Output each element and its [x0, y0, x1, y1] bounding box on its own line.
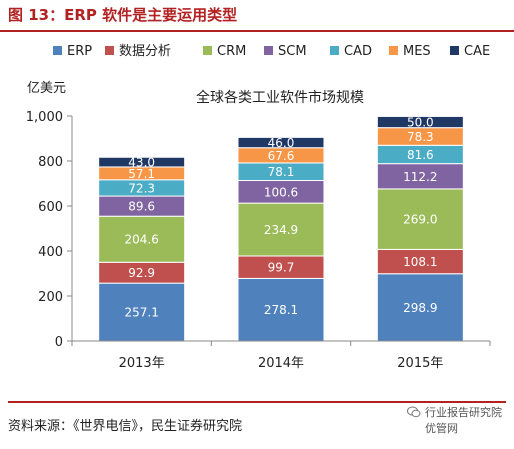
y-axis-label: 亿美元	[27, 81, 66, 96]
bar-label-0-0: 257.1	[124, 306, 158, 320]
bar-6-0	[98, 156, 186, 168]
stacked-bar-chart: ERP 数据分析 CRM SCM CAD MES CAE 亿美元 全球各类工业软件市场规模 …	[26, 44, 491, 371]
bar-2-2	[376, 188, 464, 250]
bar-label-4-1: 78.1	[268, 165, 295, 179]
x-tick-label-2: 2015年	[397, 356, 443, 371]
figure-header: 图 13：ERP 软件是主要运用类型	[0, 0, 514, 32]
bar-label-1-2: 108.1	[403, 255, 437, 269]
legend-swatch-0	[53, 46, 62, 55]
watermark-line2: 优管网	[425, 422, 458, 435]
bar-6-2	[376, 115, 464, 129]
bar-label-4-0: 72.3	[128, 181, 155, 195]
y-tick-label-0: 0	[55, 335, 63, 350]
bars: 257.1 92.9 204.6 89.6 72.357.143.0 278.1 99.7 2…	[98, 115, 464, 342]
bar-0-2	[376, 273, 464, 342]
bar-0-0	[98, 282, 186, 342]
legend-swatch-3	[264, 46, 273, 55]
legend-swatch-1	[105, 46, 114, 55]
legend-swatch-4	[330, 46, 339, 55]
x-tick-label-1: 2014年	[258, 356, 304, 371]
x-tick-label-0: 2013年	[119, 356, 165, 371]
legend-label-6: CAE	[464, 44, 490, 59]
bar-label-5-0: 57.1	[128, 167, 155, 181]
legend-label-4: CAD	[344, 44, 372, 59]
legend-label-2: CRM	[217, 44, 246, 59]
bar-label-2-0: 204.6	[124, 233, 158, 247]
bar-label-1-0: 92.9	[128, 266, 155, 280]
footer-divider	[8, 401, 506, 403]
legend-swatch-5	[389, 46, 398, 55]
legend-swatch-2	[203, 46, 212, 55]
bar-label-4-2: 81.6	[407, 148, 434, 162]
bar-label-5-1: 67.6	[268, 149, 295, 163]
legend-label-0: ERP	[67, 44, 92, 59]
wechat-icon	[407, 406, 421, 418]
bar-2-1	[237, 202, 325, 257]
bar-6-1	[237, 136, 325, 149]
bar-3-2	[376, 163, 464, 190]
bar-1-2	[376, 248, 464, 275]
bar-label-3-1: 100.6	[264, 185, 298, 199]
source-note: 资料来源：《世界电信》，民生证券研究院	[8, 419, 243, 434]
chart-title: 全球各类工业软件市场规模	[196, 89, 364, 106]
bar-label-5-2: 78.3	[407, 130, 434, 144]
x-axis: 2013年 2014年 2015年	[71, 340, 491, 371]
bar-label-2-2: 269.0	[403, 213, 437, 227]
bar-0-1	[237, 277, 325, 342]
bar-label-6-0: 43.0	[128, 156, 155, 170]
y-tick-label-3: 600	[38, 200, 63, 215]
bar-label-3-2: 112.2	[403, 170, 437, 184]
bar-label-2-1: 234.9	[264, 223, 298, 237]
chart-legend: ERP 数据分析 CRM SCM CAD MES CAE	[53, 44, 490, 59]
y-tick-label-2: 400	[38, 245, 63, 260]
watermark: 行业报告研究院 优管网	[407, 404, 502, 436]
bar-label-6-2: 50.0	[407, 116, 434, 130]
y-tick-label-4: 800	[38, 155, 63, 170]
bar-label-1-1: 99.7	[268, 261, 295, 275]
y-tick-label-1: 200	[38, 290, 63, 305]
bar-label-6-1: 46.0	[268, 136, 295, 150]
bar-label-3-0: 89.6	[128, 200, 155, 214]
bar-label-0-2: 298.9	[403, 301, 437, 315]
legend-label-5: MES	[403, 44, 431, 59]
legend-label-3: SCM	[278, 44, 307, 59]
legend-swatch-6	[450, 46, 459, 55]
bar-label-0-1: 278.1	[264, 303, 298, 317]
y-tick-label-5: 1,000	[26, 110, 63, 125]
y-axis: 0 200 400 600 800 1,000	[26, 110, 73, 350]
figure-title: 图 13：ERP 软件是主要运用类型	[8, 6, 238, 24]
legend-label-1: 数据分析	[119, 44, 171, 59]
watermark-line1: 行业报告研究院	[425, 406, 502, 419]
